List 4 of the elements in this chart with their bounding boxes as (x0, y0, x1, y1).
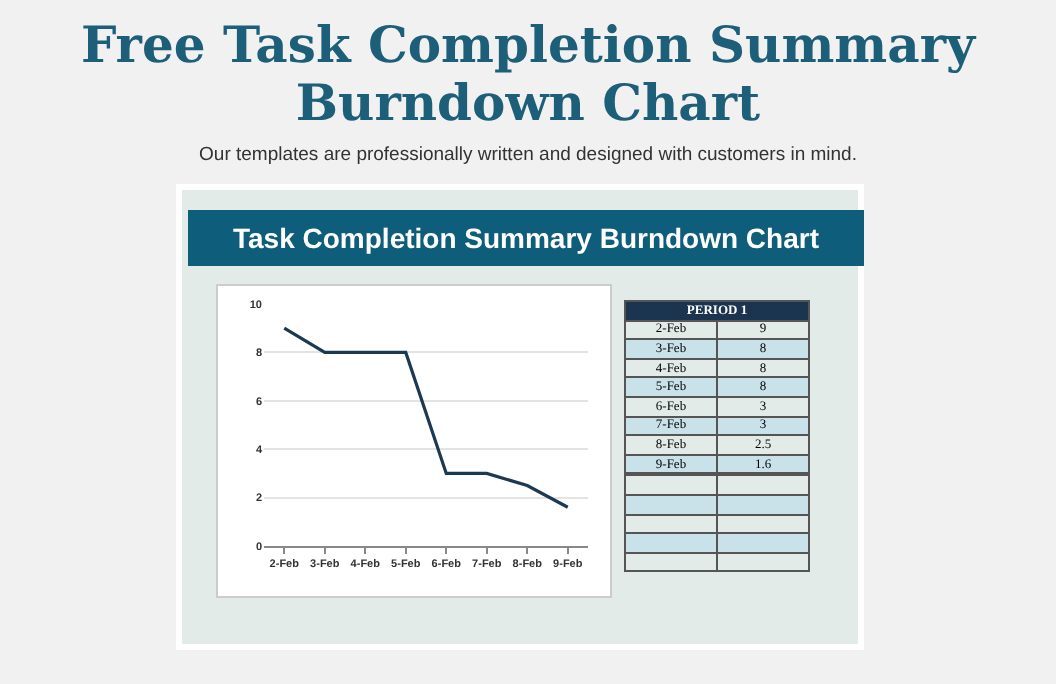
chart-subtitle: Our templates are professionally written and designed with customers in mind. (197, 144, 859, 166)
text: Task Completion Summary Burndown Chart (188, 210, 864, 266)
chart-title: Free Task Completion Summary Burndown Chart (78, 16, 979, 132)
line-series (282, 326, 570, 509)
